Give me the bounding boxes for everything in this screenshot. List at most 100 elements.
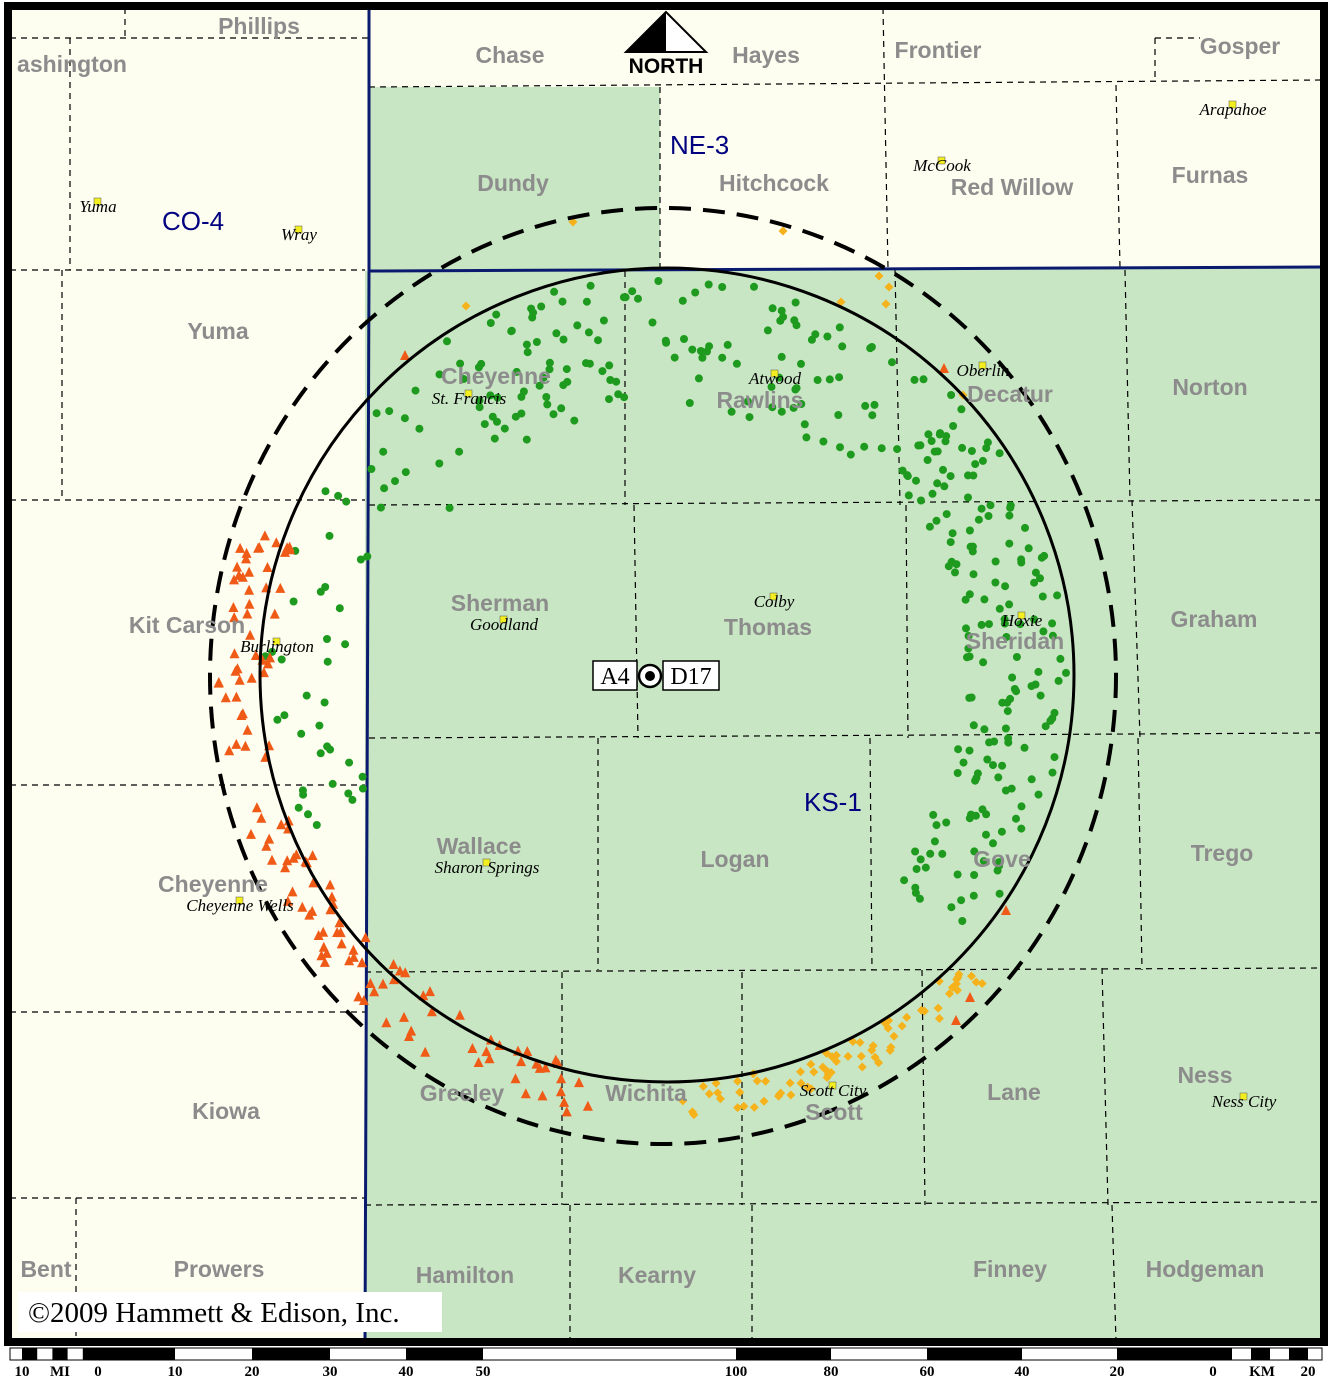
green-point bbox=[1006, 501, 1015, 510]
green-point bbox=[930, 837, 939, 846]
scale-mi-label: 50 bbox=[476, 1364, 491, 1380]
green-point bbox=[777, 407, 786, 416]
scale-km-label: 0 bbox=[1209, 1364, 1217, 1380]
orange-triangle-point bbox=[335, 927, 346, 938]
green-point bbox=[492, 310, 501, 319]
county-lines bbox=[10, 7, 1323, 1343]
green-point bbox=[932, 516, 941, 525]
green-point bbox=[562, 365, 571, 374]
green-point bbox=[942, 818, 951, 827]
orange-triangle-point bbox=[325, 879, 336, 890]
green-point bbox=[304, 810, 312, 819]
green-point bbox=[969, 891, 978, 900]
green-point bbox=[557, 404, 566, 413]
green-point bbox=[961, 595, 970, 604]
green-point bbox=[982, 830, 990, 839]
yellow-diamond-point bbox=[977, 979, 987, 988]
orange-triangle-point bbox=[360, 932, 371, 943]
scale-segment bbox=[22, 1348, 38, 1360]
green-point bbox=[1001, 582, 1010, 591]
orange-triangle-point bbox=[939, 363, 949, 373]
town-label: Wray bbox=[281, 225, 317, 244]
green-point bbox=[552, 329, 561, 338]
scale-mi-label: 0 bbox=[94, 1364, 102, 1380]
green-point bbox=[860, 442, 869, 451]
town-marker-icon bbox=[235, 896, 244, 905]
yellow-diamond-point bbox=[881, 299, 891, 309]
green-point bbox=[1050, 708, 1059, 717]
green-point bbox=[341, 640, 350, 649]
town-label: Atwood bbox=[748, 369, 801, 388]
green-point bbox=[921, 863, 930, 872]
green-point bbox=[768, 403, 777, 412]
green-point bbox=[545, 365, 554, 374]
green-point bbox=[954, 745, 963, 754]
green-point bbox=[893, 445, 902, 454]
orange-triangle-point bbox=[283, 815, 294, 826]
scale-km-label: 100 bbox=[725, 1364, 748, 1380]
orange-triangle-point bbox=[325, 904, 336, 915]
green-point bbox=[435, 459, 444, 468]
green-point bbox=[1001, 786, 1010, 795]
green-point bbox=[605, 395, 613, 404]
county-label: Prowers bbox=[174, 1256, 265, 1282]
orange-triangle-point bbox=[344, 955, 355, 966]
green-point bbox=[475, 396, 484, 405]
scale-mi-label: 10 bbox=[15, 1364, 30, 1380]
outer-contour-circle bbox=[208, 206, 1118, 1146]
green-point bbox=[965, 590, 974, 599]
green-point bbox=[1012, 814, 1020, 823]
green-point bbox=[344, 789, 353, 798]
orange-triangle-point bbox=[228, 602, 239, 612]
yellow-diamond-point bbox=[733, 1103, 743, 1113]
orange-triangle-point bbox=[561, 1106, 572, 1117]
green-point bbox=[718, 283, 727, 291]
orange-triangle-point bbox=[269, 608, 280, 619]
yellow-diamond-point bbox=[785, 1078, 795, 1088]
town-marker-icon bbox=[937, 156, 946, 165]
yellow-diamond-point bbox=[889, 1031, 899, 1041]
green-point bbox=[963, 653, 971, 662]
green-point bbox=[316, 587, 325, 596]
green-point bbox=[953, 769, 962, 777]
green-point bbox=[326, 745, 335, 754]
green-point bbox=[994, 773, 1003, 782]
orange-triangle-point bbox=[275, 582, 286, 593]
green-point bbox=[532, 338, 541, 346]
region-label-co4: CO-4 bbox=[162, 206, 224, 236]
station-label-left: A4 bbox=[600, 664, 629, 690]
station-label-box-left bbox=[592, 660, 638, 691]
green-point bbox=[979, 857, 988, 866]
orange-triangle-point bbox=[234, 674, 245, 685]
green-point bbox=[967, 810, 975, 819]
green-point bbox=[877, 444, 886, 453]
green-point bbox=[356, 555, 365, 564]
green-point bbox=[980, 595, 989, 604]
orange-triangle-point bbox=[241, 547, 252, 558]
orange-triangle-point bbox=[321, 947, 332, 958]
green-point bbox=[998, 761, 1007, 770]
green-point bbox=[400, 414, 409, 423]
green-point bbox=[940, 482, 949, 491]
green-point bbox=[977, 620, 986, 629]
green-point bbox=[570, 416, 579, 425]
green-point bbox=[957, 405, 966, 414]
green-point bbox=[315, 721, 324, 730]
green-point bbox=[797, 400, 806, 408]
green-point bbox=[1054, 676, 1063, 685]
green-point bbox=[698, 353, 707, 362]
orange-triangle-point bbox=[555, 1086, 566, 1097]
green-point bbox=[813, 376, 822, 384]
green-point bbox=[790, 316, 799, 325]
green-point bbox=[1041, 722, 1050, 731]
orange-triangle-point bbox=[326, 891, 337, 902]
green-point bbox=[941, 437, 950, 446]
yellow-diamond-point bbox=[945, 989, 954, 999]
station-marker: A4 D17 bbox=[592, 660, 720, 691]
orange-triangle-point bbox=[307, 850, 318, 861]
county-label: Hayes bbox=[732, 42, 800, 68]
green-point bbox=[792, 384, 801, 393]
green-point bbox=[1036, 691, 1045, 700]
green-point bbox=[985, 620, 993, 629]
